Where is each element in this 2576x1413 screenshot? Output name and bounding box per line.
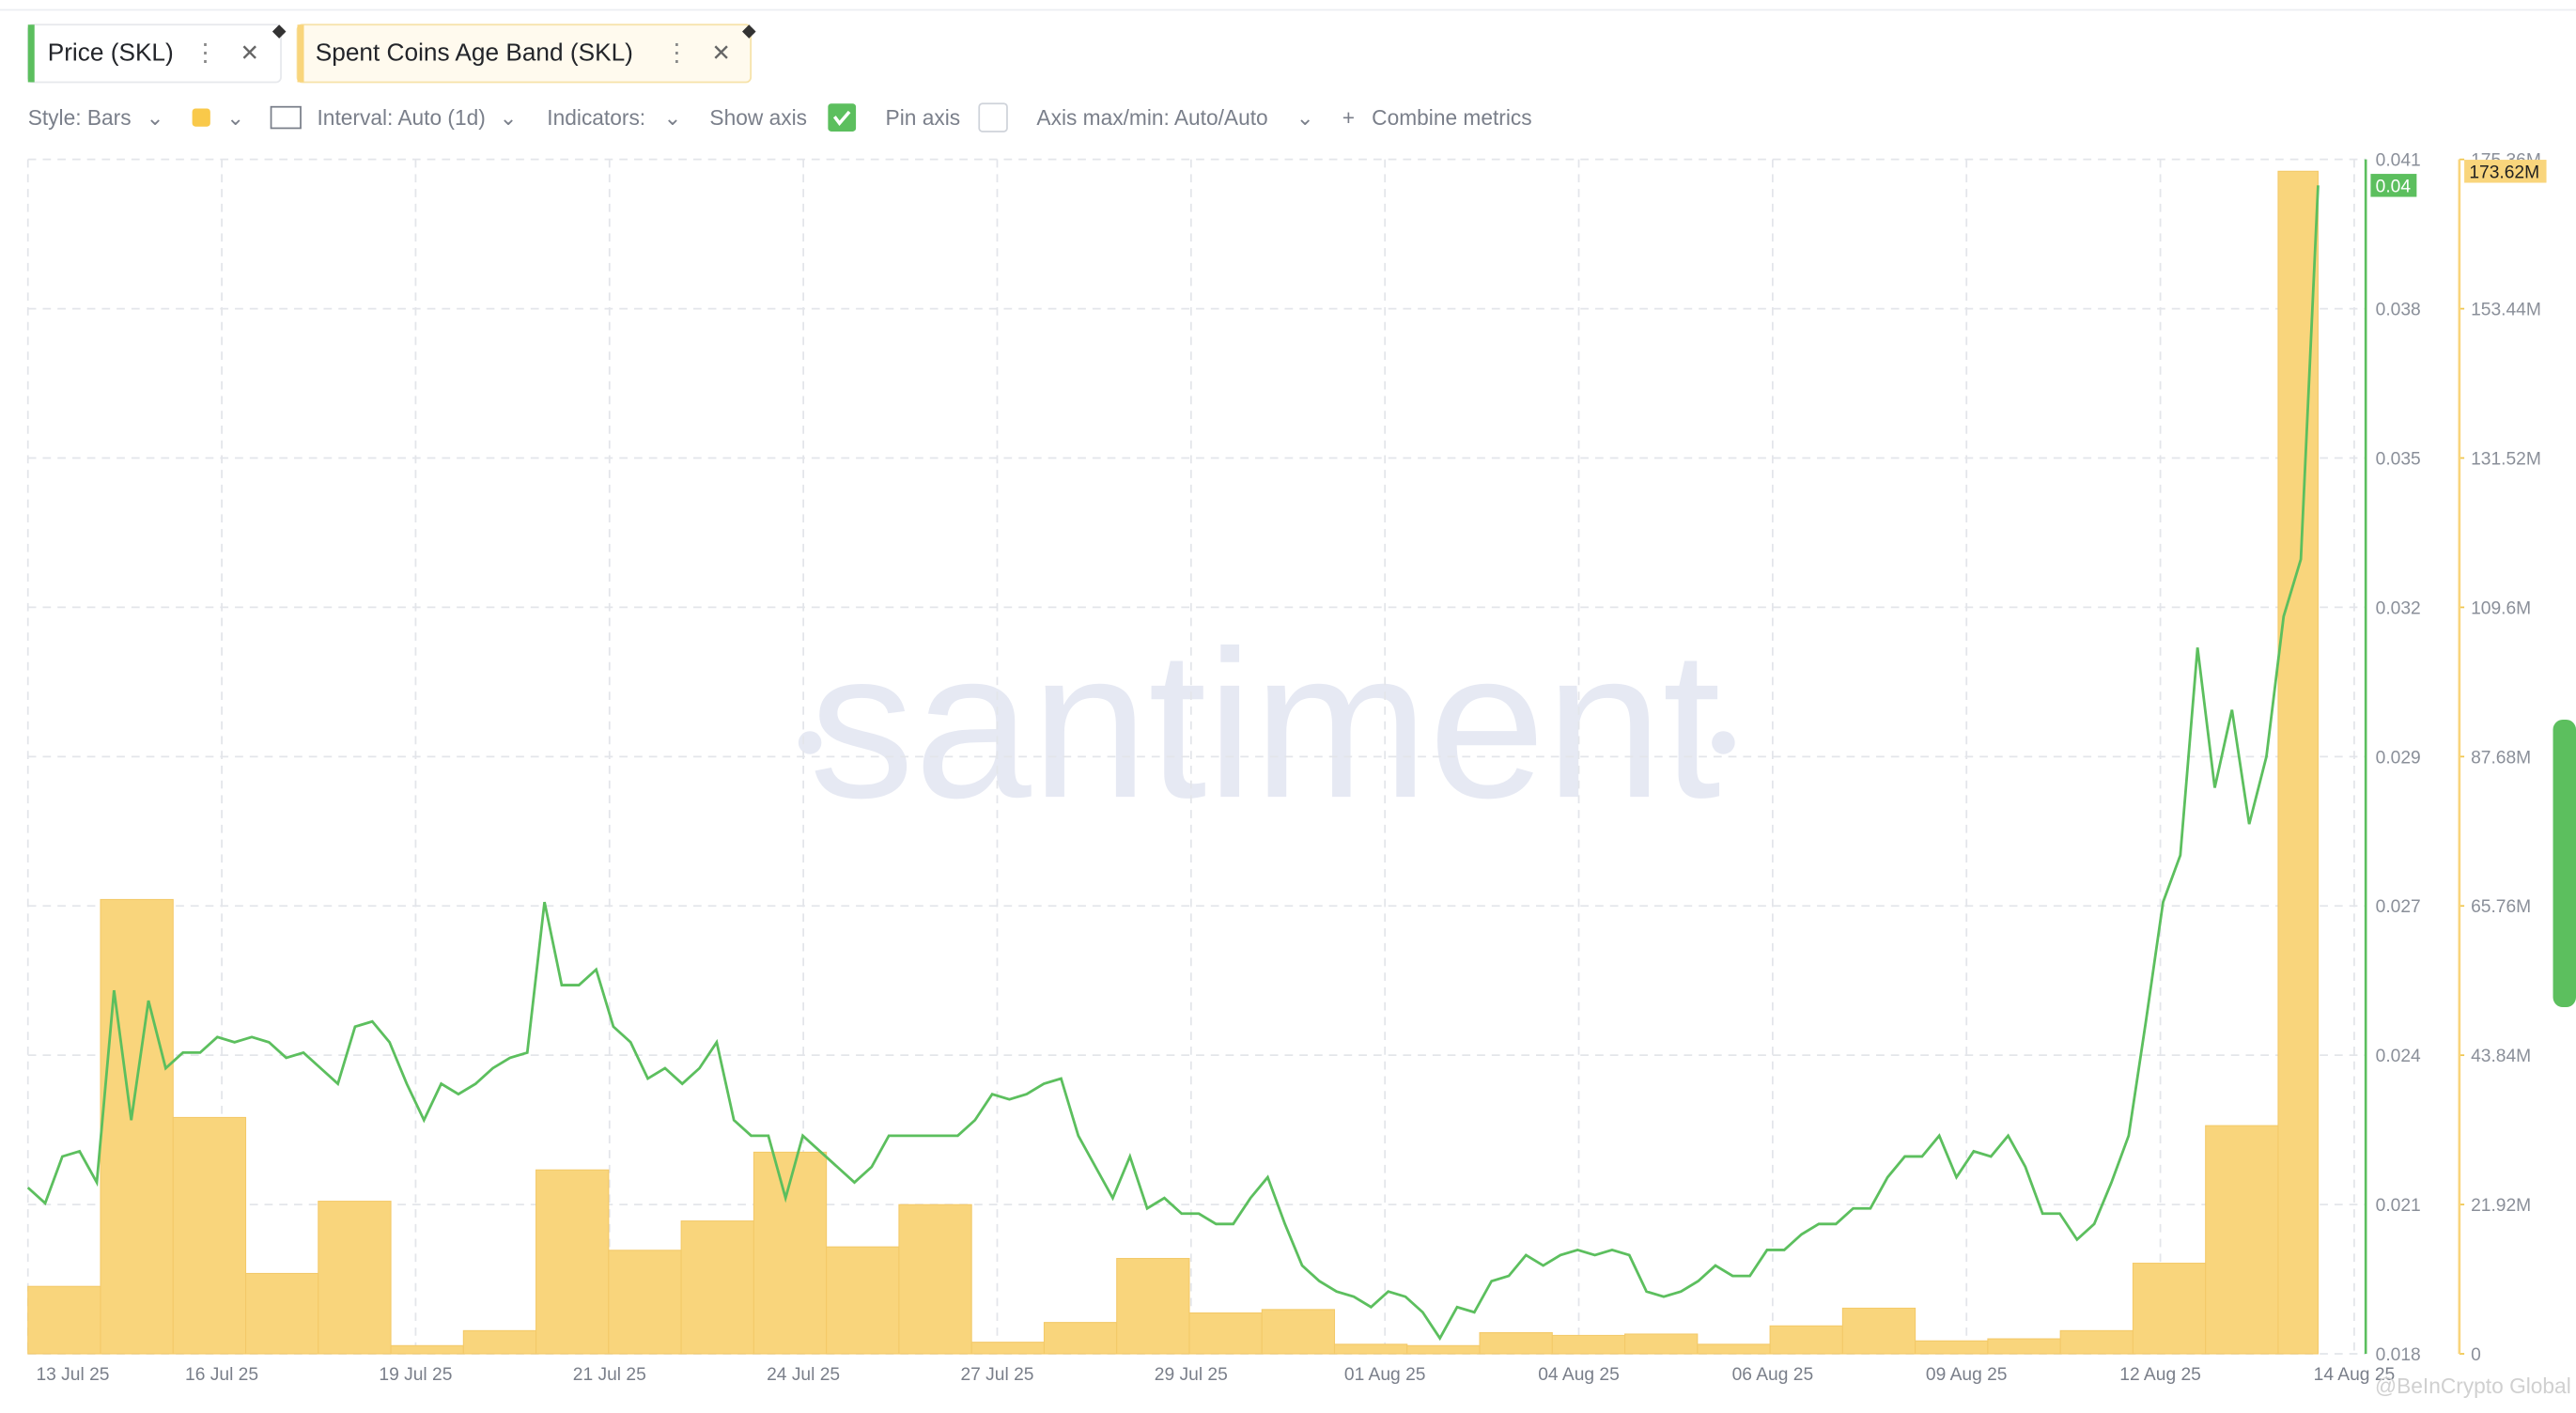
svg-text:◆: ◆ bbox=[742, 22, 756, 41]
bar bbox=[2059, 1329, 2134, 1355]
bar bbox=[1915, 1340, 1989, 1355]
x-tick-label: 19 Jul 25 bbox=[379, 1365, 452, 1385]
y2-tick-label: 65.76M bbox=[2471, 897, 2531, 917]
toolbar-item[interactable]: Combine metrics bbox=[1372, 105, 1531, 130]
x-tick-label: 13 Jul 25 bbox=[36, 1365, 109, 1385]
y-tick-label: 0.021 bbox=[2376, 1196, 2421, 1216]
x-tick-label: 01 Aug 25 bbox=[1344, 1365, 1426, 1385]
svg-text:⌄: ⌄ bbox=[500, 105, 518, 130]
credit: @BeInCrypto Global bbox=[2375, 1374, 2571, 1398]
bar bbox=[1987, 1338, 2061, 1355]
y-tick-label: 0.027 bbox=[2376, 897, 2421, 917]
bar bbox=[1406, 1344, 1481, 1355]
checkbox[interactable] bbox=[978, 102, 1008, 132]
side-tab[interactable] bbox=[2553, 719, 2576, 1008]
svg-text:⌄: ⌄ bbox=[226, 105, 244, 130]
tab[interactable]: Price (SKL) ⋮ ✕ ◆ bbox=[26, 22, 287, 84]
bar bbox=[1769, 1325, 1843, 1355]
y2-tick-label: 131.52M bbox=[2471, 450, 2541, 470]
svg-text:⋮: ⋮ bbox=[193, 39, 217, 67]
bar bbox=[535, 1169, 610, 1355]
y-tick-label: 0.024 bbox=[2376, 1047, 2421, 1066]
bar bbox=[898, 1203, 972, 1355]
svg-text:⌄: ⌄ bbox=[663, 105, 681, 130]
bar bbox=[1841, 1307, 1916, 1355]
svg-text:✕: ✕ bbox=[711, 41, 731, 67]
bar bbox=[1624, 1333, 1699, 1355]
bar bbox=[2132, 1263, 2207, 1355]
y2-tick-label: 153.44M bbox=[2471, 301, 2541, 320]
tab-label: Spent Coins Age Band (SKL) bbox=[316, 39, 633, 67]
bar bbox=[680, 1220, 754, 1355]
bar bbox=[1551, 1334, 1626, 1355]
bar bbox=[390, 1344, 464, 1355]
svg-text:✕: ✕ bbox=[241, 41, 260, 67]
y2-tick-label: 0 bbox=[2471, 1345, 2481, 1365]
toolbar-item[interactable]: Axis max/min: Auto/Auto bbox=[1036, 105, 1267, 130]
bar bbox=[1116, 1257, 1190, 1355]
interval-icon bbox=[270, 105, 302, 130]
y-tick-label: 0.018 bbox=[2376, 1345, 2421, 1365]
x-tick-label: 12 Aug 25 bbox=[2119, 1365, 2201, 1385]
y2-tick-label: 87.68M bbox=[2471, 748, 2531, 768]
x-tick-label: 16 Jul 25 bbox=[185, 1365, 258, 1385]
svg-text:◆: ◆ bbox=[272, 22, 287, 41]
last-value-label: 173.62M bbox=[2469, 163, 2539, 182]
bar bbox=[2205, 1125, 2279, 1355]
x-tick-label: 27 Jul 25 bbox=[960, 1365, 1033, 1385]
color-picker[interactable] bbox=[192, 108, 210, 127]
toolbar-item[interactable]: Pin axis bbox=[886, 105, 961, 130]
svg-text:⌄: ⌄ bbox=[1296, 105, 1314, 130]
bar bbox=[608, 1250, 682, 1355]
tab-label: Price (SKL) bbox=[48, 39, 174, 67]
svg-text:+: + bbox=[1342, 105, 1355, 130]
last-value-label: 0.04 bbox=[2376, 177, 2412, 196]
svg-text:⌄: ⌄ bbox=[147, 105, 164, 130]
y-tick-label: 0.041 bbox=[2376, 151, 2421, 171]
bar bbox=[970, 1342, 1045, 1355]
x-tick-label: 09 Aug 25 bbox=[1926, 1365, 2008, 1385]
y2-tick-label: 109.6M bbox=[2471, 598, 2531, 618]
x-tick-label: 29 Jul 25 bbox=[1155, 1365, 1228, 1385]
checkbox[interactable] bbox=[828, 103, 857, 132]
watermark: santiment bbox=[809, 607, 1720, 842]
x-tick-label: 04 Aug 25 bbox=[1538, 1365, 1620, 1385]
x-tick-label: 06 Aug 25 bbox=[1732, 1365, 1814, 1385]
bar bbox=[318, 1201, 392, 1355]
bar bbox=[1697, 1343, 1771, 1355]
last-value-badge bbox=[2370, 174, 2417, 197]
x-tick-label: 21 Jul 25 bbox=[573, 1365, 646, 1385]
bar bbox=[462, 1329, 537, 1355]
tab[interactable]: Spent Coins Age Band (SKL) ⋮ ✕ ◆ bbox=[296, 22, 757, 84]
price-line bbox=[26, 185, 2320, 1342]
toolbar-item[interactable]: Interval: Auto (1d) bbox=[318, 105, 486, 130]
bar bbox=[826, 1246, 900, 1355]
y-tick-label: 0.029 bbox=[2376, 748, 2421, 768]
bar bbox=[172, 1116, 247, 1355]
svg-text:⋮: ⋮ bbox=[664, 39, 689, 67]
y2-tick-label: 43.84M bbox=[2471, 1047, 2531, 1066]
bar bbox=[27, 1285, 101, 1355]
bar bbox=[2277, 170, 2319, 1355]
y-tick-label: 0.038 bbox=[2376, 301, 2421, 320]
y-tick-label: 0.032 bbox=[2376, 598, 2421, 618]
x-tick-label: 24 Jul 25 bbox=[767, 1365, 840, 1385]
y2-tick-label: 21.92M bbox=[2471, 1196, 2531, 1216]
toolbar-item[interactable]: Show axis bbox=[709, 105, 807, 130]
x-tick-label: 14 Aug 25 bbox=[2314, 1365, 2396, 1385]
toolbar-item[interactable]: Style: Bars bbox=[28, 105, 132, 130]
bar bbox=[1333, 1343, 1408, 1355]
bar bbox=[1043, 1322, 1118, 1355]
bar bbox=[100, 898, 174, 1355]
bar bbox=[1479, 1331, 1553, 1355]
toolbar-item[interactable]: Indicators: bbox=[547, 105, 645, 130]
bar bbox=[1188, 1312, 1263, 1355]
bar bbox=[1261, 1309, 1336, 1355]
y-tick-label: 0.035 bbox=[2376, 450, 2421, 470]
last-value-badge bbox=[2464, 160, 2547, 183]
bar bbox=[244, 1272, 319, 1355]
